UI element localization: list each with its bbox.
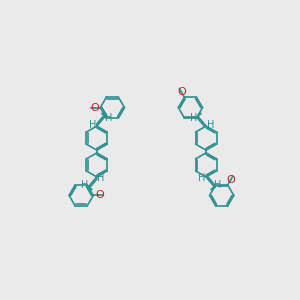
Text: O: O [226,175,235,185]
Text: O: O [90,103,99,112]
Text: O: O [177,87,186,97]
Text: O: O [95,190,104,200]
Text: H: H [97,173,105,183]
Text: H: H [214,181,222,190]
Text: H: H [105,112,112,122]
Text: H: H [81,181,88,190]
Text: H: H [207,120,214,130]
Text: H: H [89,120,96,130]
Text: H: H [198,173,206,183]
Text: H: H [190,112,198,122]
